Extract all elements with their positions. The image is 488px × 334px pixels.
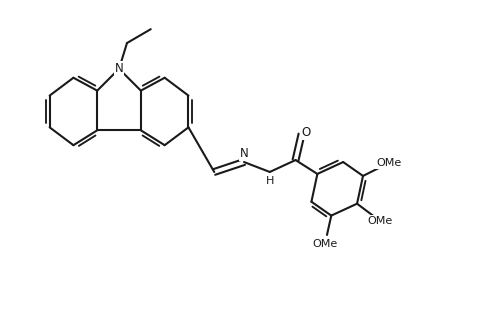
Text: OMe: OMe — [376, 158, 401, 168]
Text: OMe: OMe — [312, 239, 338, 249]
Text: N: N — [115, 62, 123, 75]
Text: N: N — [240, 147, 248, 160]
Text: H: H — [265, 176, 274, 186]
Text: O: O — [302, 126, 311, 139]
Text: OMe: OMe — [367, 216, 393, 226]
